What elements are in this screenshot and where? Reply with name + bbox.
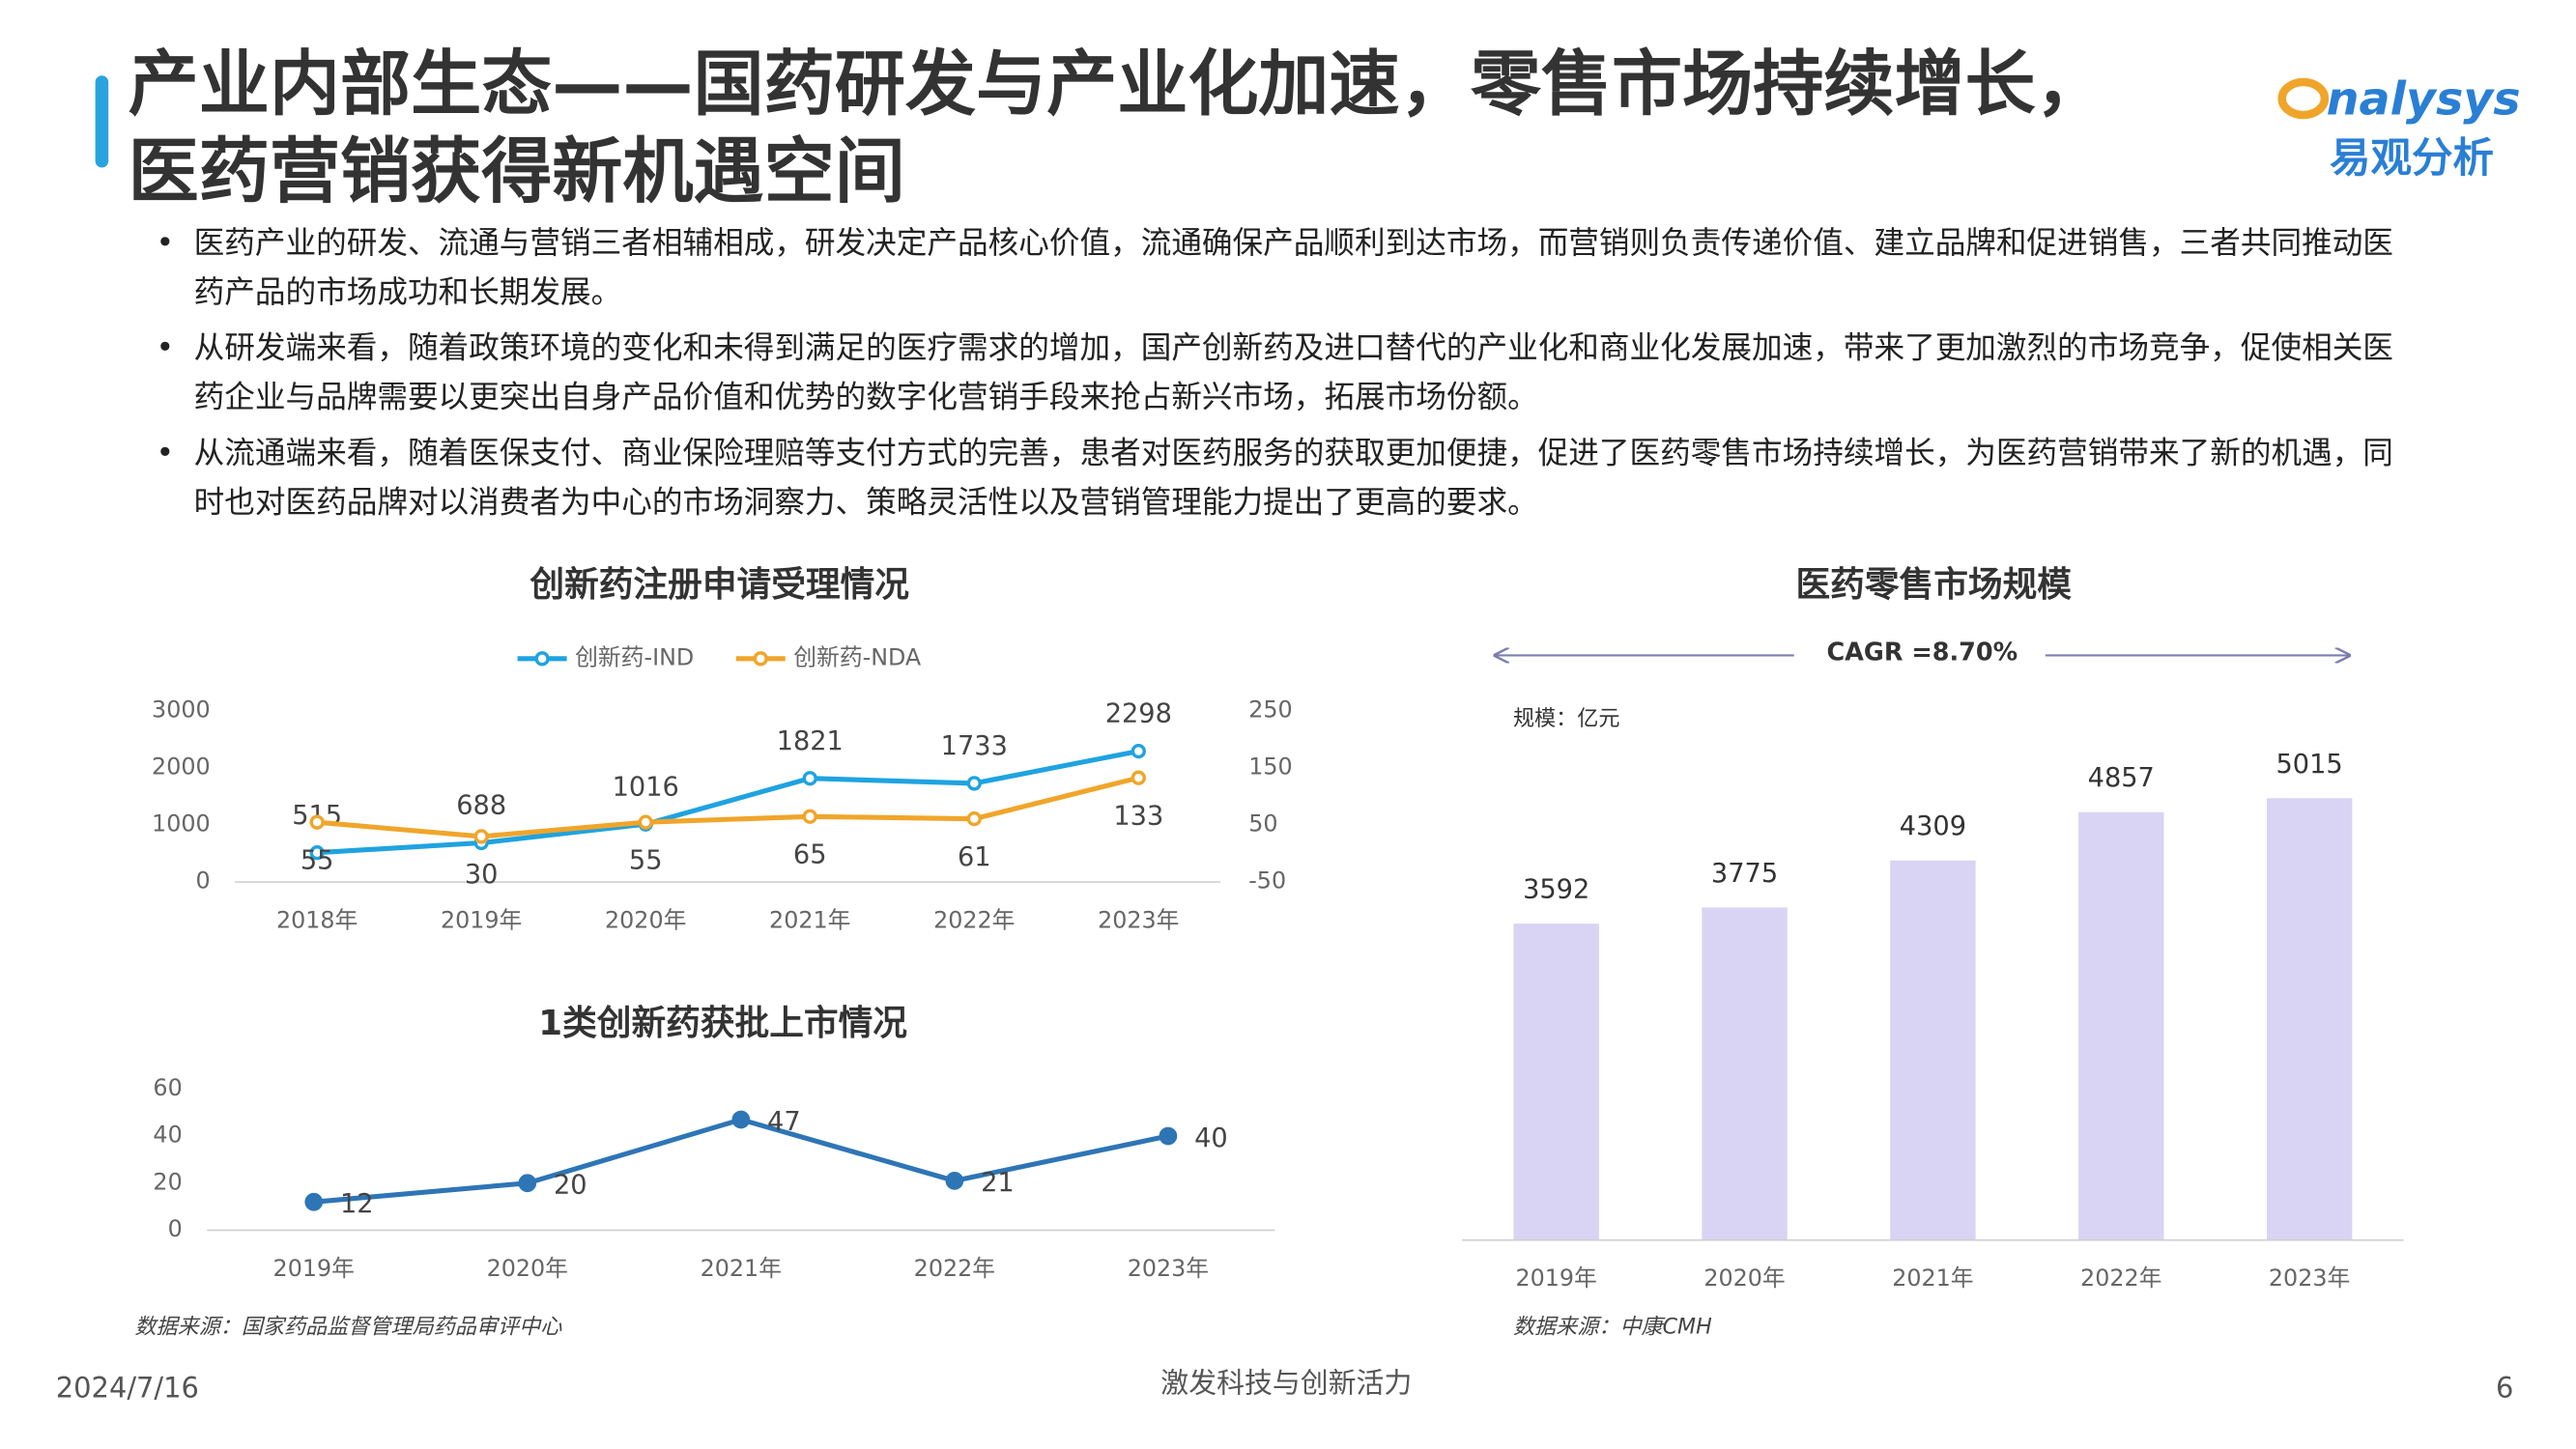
bar — [1513, 923, 1599, 1240]
x-tick-label: 2021年 — [701, 1255, 782, 1282]
x-tick-label: 2021年 — [1892, 1264, 1973, 1292]
data-label: 4857 — [2088, 763, 2155, 793]
series-line — [313, 1117, 1169, 1205]
data-label: 4309 — [1900, 811, 1966, 841]
logo-mark — [2277, 77, 2330, 120]
point — [731, 1110, 751, 1129]
logo-subtitle: 易观分析 — [2330, 135, 2494, 183]
data-label: 3775 — [1711, 859, 1778, 889]
y2-tick-label: 150 — [1248, 753, 1292, 781]
y-tick-label: 2000 — [152, 753, 211, 781]
legend-label: 创新药-IND — [575, 643, 694, 670]
bar — [1702, 907, 1788, 1240]
data-label: 55 — [629, 845, 663, 875]
bar — [1890, 860, 1976, 1240]
annotation: CAGR =8.70% — [1826, 639, 2018, 668]
x-tick-label: 2020年 — [487, 1255, 568, 1282]
point — [1131, 770, 1146, 785]
data-label: 133 — [1113, 802, 1163, 832]
x-tick-label: 2023年 — [1098, 906, 1179, 933]
data-label: 1821 — [777, 726, 844, 756]
title-line: 医药营销获得新机遇空间 — [128, 131, 905, 214]
x-tick-label: 2021年 — [769, 906, 850, 933]
chart-title: 创新药注册申请受理情况 — [529, 565, 909, 605]
data-label: 3592 — [1523, 875, 1589, 905]
point — [945, 1171, 964, 1190]
point — [802, 809, 817, 824]
data-label: 47 — [767, 1107, 801, 1137]
footer-slogan: 激发科技与创新活力 — [1160, 1366, 1412, 1399]
x-tick-label: 2019年 — [1516, 1264, 1597, 1292]
bullet: 医药产业的研发、流通与营销三者相辅相成，研发决定产品核心价值，流通确保产品顺利到… — [157, 220, 2423, 319]
x-tick-label: 2020年 — [1703, 1264, 1785, 1292]
chart-title: 医药零售市场规模 — [1796, 565, 2073, 605]
y-tick-label: 20 — [153, 1168, 182, 1195]
data-label: 55 — [301, 845, 334, 875]
bar — [2266, 798, 2353, 1240]
y-tick-label: 40 — [153, 1122, 182, 1149]
point — [966, 810, 982, 827]
logo-text: nalysys — [2327, 72, 2521, 126]
bullet: 从研发端来看，随着政策环境的变化和未得到满足的医疗需求的增加，国产创新药及进口替… — [157, 326, 2423, 424]
point — [1131, 743, 1146, 759]
title-accent — [95, 75, 109, 168]
data-label: 30 — [465, 860, 499, 890]
bullet: 从流通端来看，随着医保支付、商业保险理赔等支付方式的完善，患者对医药服务的获取更… — [157, 430, 2423, 528]
data-label: 2298 — [1105, 699, 1172, 729]
data-label: 1733 — [941, 731, 1008, 761]
source-note: 数据来源：中康CMH — [1513, 1314, 1712, 1339]
footer-page: 6 — [2496, 1371, 2513, 1404]
unit-label: 规模：亿元 — [1513, 706, 1619, 731]
y2-tick-label: 250 — [1248, 696, 1292, 724]
chart-title: 1类创新药获批上市情况 — [538, 1004, 907, 1043]
point — [304, 1192, 324, 1211]
y2-tick-label: -50 — [1248, 867, 1286, 895]
y-tick-label: 0 — [195, 867, 210, 895]
data-label: 40 — [1194, 1123, 1228, 1153]
point — [1159, 1126, 1178, 1146]
y2-tick-label: 50 — [1248, 810, 1277, 838]
x-tick-label: 2022年 — [933, 906, 1015, 933]
legend-label: 创新药-NDA — [793, 643, 922, 670]
bullet-list: 医药产业的研发、流通与营销三者相辅相成，研发决定产品核心价值，流通确保产品顺利到… — [157, 220, 2423, 535]
x-tick-label: 2023年 — [2269, 1264, 2350, 1292]
data-label: 21 — [981, 1168, 1015, 1198]
legend-marker — [534, 651, 550, 667]
point — [638, 814, 653, 830]
series-line — [316, 775, 1139, 839]
y-tick-label: 0 — [168, 1215, 183, 1242]
point — [802, 771, 817, 786]
data-label: 5015 — [2276, 750, 2343, 780]
footer-date: 2024/7/16 — [56, 1371, 199, 1404]
data-label: 65 — [793, 840, 827, 870]
x-tick-label: 2020年 — [605, 906, 686, 933]
x-tick-label: 2019年 — [441, 906, 522, 933]
source-note: 数据来源：国家药品监督管理局药品审评中心 — [134, 1314, 562, 1339]
data-label: 20 — [554, 1171, 587, 1201]
y-tick-label: 60 — [153, 1074, 182, 1101]
data-label: 1016 — [613, 772, 679, 802]
point — [473, 829, 489, 844]
x-tick-label: 2018年 — [276, 906, 358, 933]
y-tick-label: 3000 — [152, 696, 211, 724]
point — [309, 845, 325, 861]
legend-marker — [753, 651, 768, 667]
series-line — [317, 749, 1139, 856]
x-tick-label: 2023年 — [1128, 1255, 1209, 1282]
title-line: 产业内部生态——国药研发与产业化加速，零售市场持续增长， — [128, 43, 2106, 127]
y-tick-label: 1000 — [152, 810, 211, 838]
data-label: 12 — [340, 1189, 374, 1219]
x-tick-label: 2022年 — [914, 1255, 995, 1282]
point — [966, 776, 982, 791]
x-tick-label: 2022年 — [2080, 1264, 2161, 1292]
data-label: 688 — [456, 791, 506, 821]
data-label: 61 — [958, 842, 991, 872]
point — [518, 1174, 537, 1193]
x-tick-label: 2019年 — [273, 1255, 355, 1282]
point — [309, 814, 325, 830]
bar — [2078, 811, 2164, 1240]
